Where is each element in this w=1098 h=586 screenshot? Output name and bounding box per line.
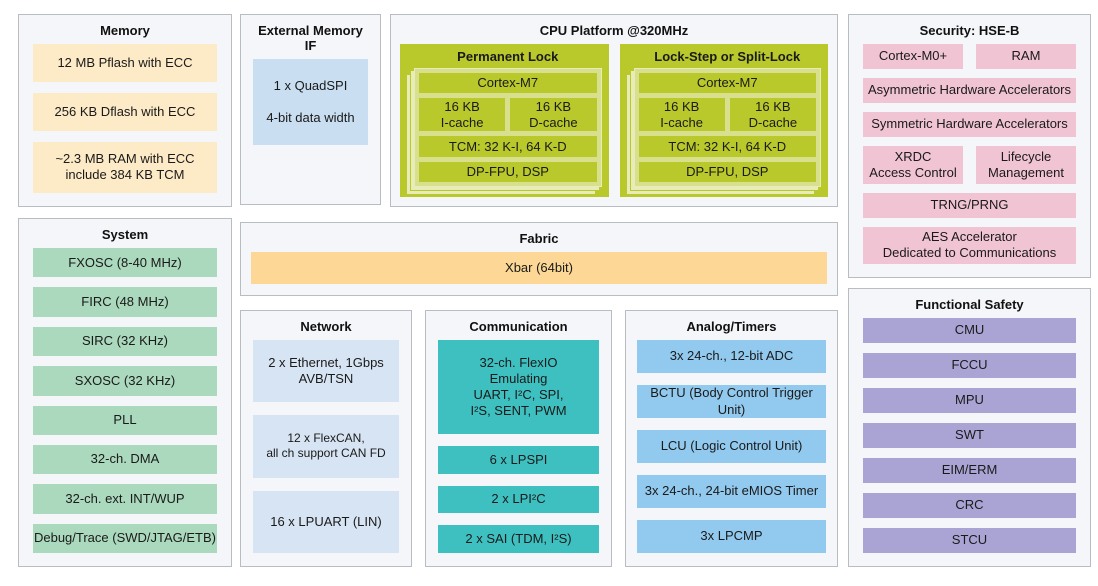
cpu-cores: Permanent Lock Cortex-M7 16 KB I-cache 1…: [400, 44, 828, 197]
security-item: TRNG/PRNG: [863, 192, 1076, 218]
functional-safety-section-title: Functional Safety: [915, 297, 1024, 312]
cpu-dcache-block: 16 KB D-cache: [510, 98, 597, 132]
system-item: SXOSC (32 KHz): [33, 366, 217, 396]
analog-item: 3x 24-ch., 24-bit eMIOS Timer: [637, 475, 826, 508]
memory-section-title: Memory: [100, 23, 150, 38]
cpu-platform-section: CPU Platform @320MHz Permanent Lock Cort…: [390, 14, 838, 207]
security-item: AES Accelerator Dedicated to Communicati…: [863, 226, 1076, 264]
cpu-core-stack: Cortex-M7 16 KB I-cache 16 KB D-cache TC…: [414, 68, 602, 187]
analog-timers-section-title: Analog/Timers: [686, 319, 777, 334]
communication-item: 2 x SAI (TDM, I²S): [438, 525, 599, 553]
cpu-core-stack: Cortex-M7 16 KB I-cache 16 KB D-cache TC…: [633, 68, 821, 187]
security-row: Cortex-M0+ RAM: [863, 44, 1076, 69]
cpu-core-lockstep-splitlock: Lock-Step or Split-Lock Cortex-M7 16 KB …: [619, 44, 828, 197]
cpu-core-permanent-lock: Permanent Lock Cortex-M7 16 KB I-cache 1…: [400, 44, 609, 197]
cpu-tcm-block: TCM: 32 K-I, 64 K-D: [638, 136, 816, 157]
security-item: RAM: [976, 44, 1076, 69]
memory-item: 12 MB Pflash with ECC: [33, 44, 217, 82]
safety-item: CRC: [863, 493, 1076, 518]
analog-item: LCU (Logic Control Unit): [637, 430, 826, 463]
system-item: 32-ch. DMA: [33, 444, 217, 475]
system-section-title: System: [101, 227, 149, 242]
cpu-core-block: Cortex-M7: [419, 73, 597, 94]
security-item: XRDC Access Control: [863, 146, 963, 184]
external-memory-if-title: External Memory IF: [258, 23, 363, 53]
cpu-cache-row: 16 KB I-cache 16 KB D-cache: [419, 98, 597, 132]
fabric-section-title: Fabric: [519, 231, 559, 246]
fabric-section: Fabric Xbar (64bit): [240, 222, 838, 296]
system-section: System FXOSC (8-40 MHz) FIRC (48 MHz) SI…: [18, 218, 232, 567]
analog-timers-section: Analog/Timers 3x 24-ch., 12-bit ADC BCTU…: [625, 310, 838, 567]
analog-item: 3x 24-ch., 12-bit ADC: [637, 340, 826, 373]
cpu-fpu-block: DP-FPU, DSP: [638, 161, 816, 183]
communication-item: 32-ch. FlexIO Emulating UART, I²C, SPI, …: [438, 340, 599, 435]
cpu-dcache-block: 16 KB D-cache: [729, 98, 816, 132]
external-memory-if-section: External Memory IF 1 x QuadSPI 4-bit dat…: [240, 14, 381, 205]
security-section-title: Security: HSE-B: [919, 23, 1020, 38]
security-items: Cortex-M0+ RAM Asymmetric Hardware Accel…: [863, 44, 1076, 264]
cpu-tcm-block: TCM: 32 K-I, 64 K-D: [419, 136, 597, 157]
analog-timers-items: 3x 24-ch., 12-bit ADC BCTU (Body Control…: [637, 340, 826, 553]
analog-item: 3x LPCMP: [637, 520, 826, 553]
communication-item: 6 x LPSPI: [438, 446, 599, 474]
safety-item: STCU: [863, 528, 1076, 553]
analog-item: BCTU (Body Control Trigger Unit): [637, 385, 826, 418]
cpu-icache-block: 16 KB I-cache: [419, 98, 506, 132]
system-item: SIRC (32 KHz): [33, 326, 217, 357]
cpu-core-block: Cortex-M7: [638, 73, 816, 94]
network-item: 16 x LPUART (LIN): [253, 490, 399, 553]
cpu-cache-row: 16 KB I-cache 16 KB D-cache: [638, 98, 816, 132]
network-section-title: Network: [300, 319, 352, 334]
network-items: 2 x Ethernet, 1Gbps AVB/TSN 12 x FlexCAN…: [253, 340, 399, 553]
cpu-icache-block: 16 KB I-cache: [638, 98, 725, 132]
safety-item: FCCU: [863, 353, 1076, 378]
functional-safety-items: CMU FCCU MPU SWT EIM/ERM CRC STCU: [863, 318, 1076, 553]
system-items: FXOSC (8-40 MHz) FIRC (48 MHz) SIRC (32 …: [33, 248, 217, 553]
communication-items: 32-ch. FlexIO Emulating UART, I²C, SPI, …: [438, 340, 599, 553]
security-item: Symmetric Hardware Accelerators: [863, 112, 1076, 137]
safety-item: SWT: [863, 423, 1076, 448]
security-item: Cortex-M0+: [863, 44, 963, 69]
system-item: FIRC (48 MHz): [33, 287, 217, 317]
network-item: 2 x Ethernet, 1Gbps AVB/TSN: [253, 340, 399, 403]
communication-item: 2 x LPI²C: [438, 485, 599, 514]
fabric-items: Xbar (64bit): [251, 252, 827, 284]
safety-item: CMU: [863, 318, 1076, 343]
memory-section: Memory 12 MB Pflash with ECC 256 KB Dfla…: [18, 14, 232, 207]
safety-item: MPU: [863, 388, 1076, 413]
memory-items: 12 MB Pflash with ECC 256 KB Dflash with…: [33, 44, 217, 193]
safety-item: EIM/ERM: [863, 458, 1076, 483]
communication-section-title: Communication: [469, 319, 568, 334]
system-item: PLL: [33, 405, 217, 435]
system-item: Debug/Trace (SWD/JTAG/ETB): [33, 523, 217, 553]
security-item: Asymmetric Hardware Accelerators: [863, 78, 1076, 103]
cpu-core-title: Permanent Lock: [457, 49, 559, 64]
external-memory-if-item: 1 x QuadSPI 4-bit data width: [253, 59, 368, 145]
xbar-item: Xbar (64bit): [251, 252, 827, 284]
system-item: FXOSC (8-40 MHz): [33, 248, 217, 278]
cpu-platform-title: CPU Platform @320MHz: [539, 23, 689, 38]
system-item: 32-ch. ext. INT/WUP: [33, 484, 217, 514]
cpu-fpu-block: DP-FPU, DSP: [419, 161, 597, 183]
network-section: Network 2 x Ethernet, 1Gbps AVB/TSN 12 x…: [240, 310, 412, 567]
external-memory-if-items: 1 x QuadSPI 4-bit data width: [253, 59, 368, 191]
security-hse-section: Security: HSE-B Cortex-M0+ RAM Asymmetri…: [848, 14, 1091, 278]
functional-safety-section: Functional Safety CMU FCCU MPU SWT EIM/E…: [848, 288, 1091, 567]
memory-item: ~2.3 MB RAM with ECC include 384 KB TCM: [33, 141, 217, 193]
network-item: 12 x FlexCAN, all ch support CAN FD: [253, 415, 399, 478]
security-row: XRDC Access Control Lifecycle Management: [863, 146, 1076, 184]
memory-item: 256 KB Dflash with ECC: [33, 92, 217, 131]
communication-section: Communication 32-ch. FlexIO Emulating UA…: [425, 310, 612, 567]
cpu-core-title: Lock-Step or Split-Lock: [654, 49, 801, 64]
security-item: Lifecycle Management: [976, 146, 1076, 184]
